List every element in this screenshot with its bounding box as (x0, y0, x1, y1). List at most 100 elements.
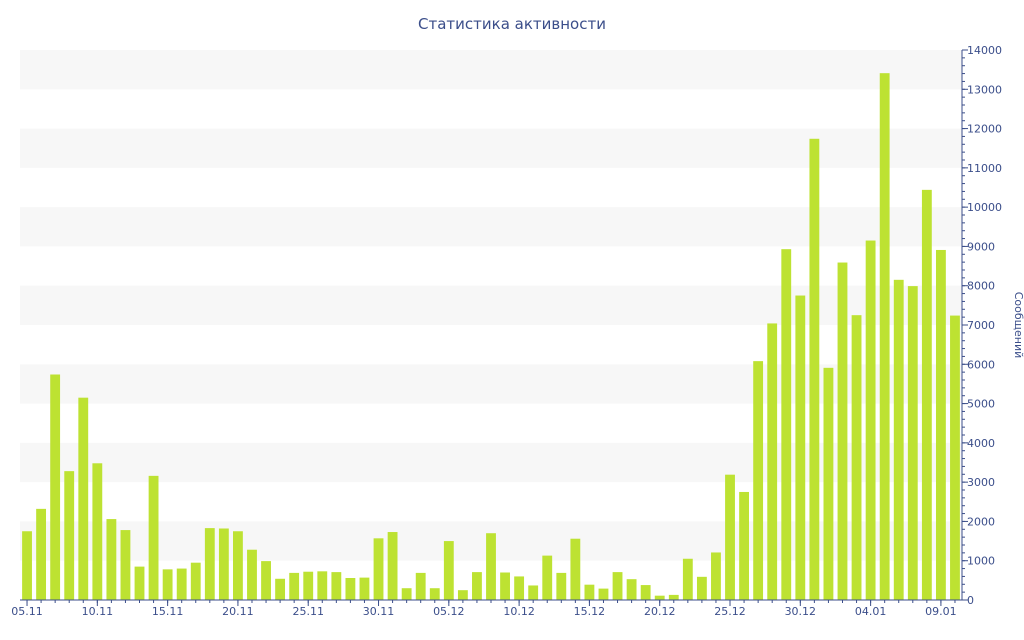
x-tick-label: 25.12 (714, 605, 746, 618)
x-tick-label: 30.12 (785, 605, 817, 618)
y-tick-label: 1000 (967, 555, 995, 568)
bar-01.01 (823, 367, 834, 600)
bar-22.11 (261, 561, 271, 600)
bar-09.01 (935, 249, 946, 600)
bar-02.12 (401, 588, 412, 600)
bar-21.12 (668, 594, 679, 600)
bar-25.12 (725, 474, 735, 600)
x-tick-label: 05.11 (11, 605, 43, 618)
bar-28.12 (767, 323, 778, 600)
y-axis: 0 1000 2000 3000 4000 5000 6000 7000 8000 9000 100… (961, 44, 1002, 607)
y-tick-label: 2000 (967, 515, 995, 528)
bar-19.11 (218, 528, 229, 600)
bar-06.01 (893, 279, 904, 600)
bar-03.12 (415, 572, 426, 600)
bar-27.12 (753, 361, 764, 600)
bar-07.12 (472, 572, 482, 600)
bar-12.12 (542, 555, 553, 600)
y-tick-label: 9000 (967, 240, 995, 253)
bar-10.12 (514, 576, 525, 600)
y-tick-label: 3000 (967, 476, 995, 489)
bar-05.01 (879, 73, 890, 600)
bar-02.01 (837, 262, 848, 600)
bar-27.11 (331, 572, 342, 600)
bar-18.12 (626, 579, 637, 600)
bar-11.12 (528, 585, 539, 600)
y-tick-label: 4000 (967, 437, 995, 450)
bar-05.12 (443, 541, 454, 600)
grid-band (20, 50, 962, 90)
bar-13.12 (556, 572, 567, 600)
bar-01.12 (387, 532, 398, 600)
bar-05.11 (22, 531, 32, 600)
grid-band (20, 442, 962, 483)
x-axis: 05.11 10.11 15.11 20.11 25.11 30.11 05.12 10.12… (11, 599, 962, 618)
x-tick-label: 05.12 (433, 605, 465, 618)
bar-07.01 (907, 286, 918, 600)
bar-30.12 (795, 295, 806, 600)
grid-band (20, 364, 962, 404)
bar-29.12 (781, 249, 792, 600)
x-tick-label: 15.12 (574, 605, 606, 618)
bar-14.11 (148, 475, 159, 600)
bar-10.11 (92, 463, 103, 600)
bar-15.11 (162, 569, 173, 600)
y-tick-label: 13000 (967, 83, 1002, 96)
bar-31.12 (809, 138, 820, 601)
bar-29.11 (359, 577, 370, 600)
y-tick-label: 0 (967, 594, 974, 607)
bar-10.01 (950, 315, 960, 600)
bar-25.11 (303, 571, 314, 600)
bar-20.11 (233, 531, 243, 600)
grid-band (20, 128, 962, 168)
x-tick-label: 09.01 (925, 605, 957, 618)
bar-13.11 (134, 566, 145, 600)
bar-12.11 (120, 530, 131, 600)
bar-20.12 (654, 595, 665, 600)
y-tick-label: 8000 (967, 280, 995, 293)
y-tick-label: 7000 (967, 319, 995, 332)
y-tick-label: 11000 (967, 162, 1002, 175)
bar-17.11 (190, 562, 201, 600)
bar-30.11 (373, 538, 384, 600)
bar-22.12 (682, 558, 693, 600)
bar-23.11 (275, 578, 286, 600)
bar-08.12 (486, 533, 496, 600)
bar-17.12 (612, 572, 623, 600)
bar-08.01 (921, 189, 932, 600)
bar-16.12 (598, 588, 609, 600)
x-tick-label: 25.11 (292, 605, 324, 618)
x-tick-label: 15.11 (152, 605, 184, 618)
chart-title: Статистика активности (418, 15, 606, 33)
y-tick-label: 6000 (967, 358, 995, 371)
bar-23.12 (696, 576, 707, 600)
bar-06.11 (36, 508, 47, 600)
bar-16.11 (176, 568, 187, 600)
bar-09.11 (78, 397, 89, 600)
bar-14.12 (570, 538, 581, 600)
y-tick-label: 5000 (967, 398, 995, 411)
bar-15.12 (584, 584, 595, 600)
y-axis-label: Сообщений (1012, 292, 1024, 359)
bar-04.12 (429, 588, 440, 600)
x-tick-label: 10.11 (82, 605, 114, 618)
grid-band (20, 285, 962, 325)
y-tick-label: 14000 (967, 44, 1002, 57)
bar-26.11 (317, 571, 328, 600)
bar-06.12 (457, 590, 468, 600)
bar-26.12 (739, 491, 749, 600)
bar-04.01 (865, 240, 876, 601)
x-tick-label: 04.01 (855, 605, 887, 618)
bar-09.12 (500, 572, 510, 600)
bar-11.11 (106, 519, 117, 600)
bar-21.11 (247, 549, 257, 600)
y-tick-label: 12000 (967, 123, 1002, 136)
bar-28.11 (345, 578, 356, 600)
x-tick-label: 20.11 (222, 605, 254, 618)
bar-19.12 (640, 585, 651, 600)
x-tick-label: 20.12 (644, 605, 676, 618)
bars-group (22, 73, 960, 601)
bar-08.11 (64, 471, 75, 600)
x-tick-label: 10.12 (503, 605, 535, 618)
